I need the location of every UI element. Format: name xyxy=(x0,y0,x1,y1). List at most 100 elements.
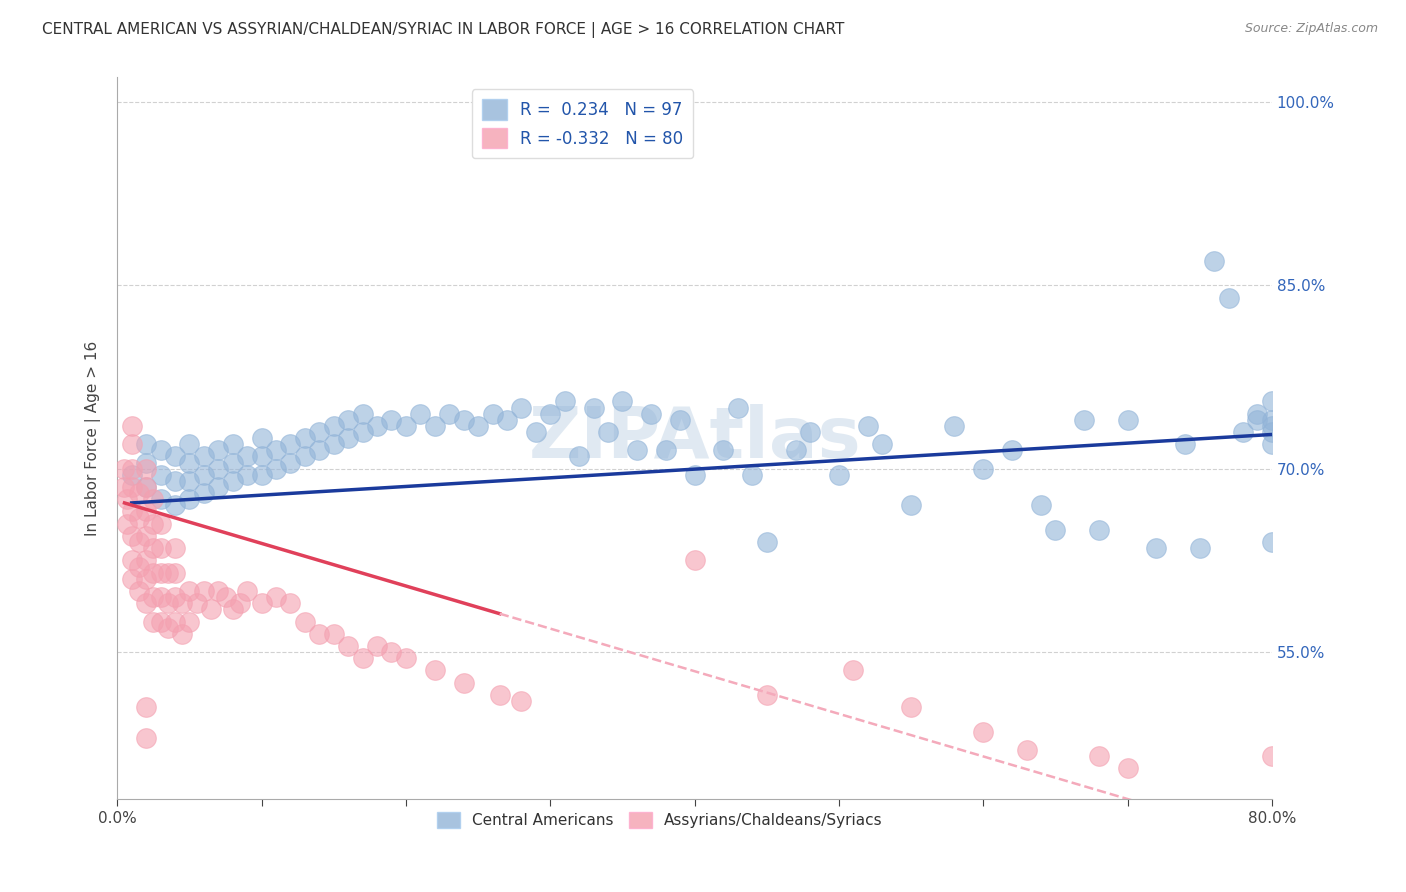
Point xyxy=(1001,443,1024,458)
Point xyxy=(1045,523,1067,537)
Point xyxy=(972,461,994,475)
Point xyxy=(135,437,157,451)
Point xyxy=(179,474,201,488)
Point xyxy=(785,443,807,458)
Point xyxy=(193,486,215,500)
Point xyxy=(163,566,186,580)
Point xyxy=(172,596,194,610)
Point xyxy=(193,467,215,482)
Point xyxy=(163,541,186,556)
Point xyxy=(900,499,922,513)
Point xyxy=(423,418,446,433)
Point xyxy=(510,694,533,708)
Point xyxy=(121,553,143,567)
Point xyxy=(1146,541,1168,556)
Y-axis label: In Labor Force | Age > 16: In Labor Force | Age > 16 xyxy=(86,341,101,536)
Point xyxy=(179,615,201,629)
Point xyxy=(366,418,388,433)
Point xyxy=(142,615,165,629)
Point xyxy=(121,418,143,433)
Point xyxy=(510,401,533,415)
Point xyxy=(366,639,388,653)
Point xyxy=(179,492,201,507)
Point xyxy=(179,456,201,470)
Point xyxy=(135,504,157,518)
Point xyxy=(308,425,330,439)
Point xyxy=(870,437,893,451)
Point xyxy=(207,443,229,458)
Point xyxy=(280,437,302,451)
Point xyxy=(142,516,165,531)
Point xyxy=(149,566,172,580)
Text: Source: ZipAtlas.com: Source: ZipAtlas.com xyxy=(1244,22,1378,36)
Point xyxy=(337,413,360,427)
Point xyxy=(1232,425,1254,439)
Point xyxy=(236,584,259,599)
Point xyxy=(395,418,418,433)
Point xyxy=(117,516,139,531)
Point xyxy=(128,559,150,574)
Point xyxy=(713,443,735,458)
Point xyxy=(1087,749,1109,764)
Point xyxy=(128,486,150,500)
Point xyxy=(135,529,157,543)
Point xyxy=(135,480,157,494)
Point xyxy=(1261,394,1284,409)
Point xyxy=(352,425,374,439)
Point xyxy=(121,572,143,586)
Point xyxy=(121,437,143,451)
Point xyxy=(156,596,179,610)
Point xyxy=(1174,437,1197,451)
Point xyxy=(250,596,273,610)
Point xyxy=(250,450,273,464)
Point xyxy=(163,590,186,604)
Point xyxy=(114,461,136,475)
Point xyxy=(1029,499,1052,513)
Point xyxy=(488,688,510,702)
Point xyxy=(156,566,179,580)
Point xyxy=(207,584,229,599)
Point xyxy=(236,450,259,464)
Point xyxy=(222,437,245,451)
Point xyxy=(250,431,273,445)
Point xyxy=(128,584,150,599)
Point xyxy=(423,664,446,678)
Point xyxy=(582,401,605,415)
Point xyxy=(163,450,186,464)
Point xyxy=(640,407,662,421)
Point xyxy=(149,467,172,482)
Point xyxy=(352,407,374,421)
Point xyxy=(156,621,179,635)
Point xyxy=(727,401,749,415)
Point xyxy=(135,480,157,494)
Point xyxy=(683,467,706,482)
Point xyxy=(828,467,851,482)
Point xyxy=(114,480,136,494)
Point xyxy=(280,596,302,610)
Point xyxy=(1261,437,1284,451)
Point xyxy=(222,602,245,616)
Point xyxy=(163,474,186,488)
Point xyxy=(142,566,165,580)
Point xyxy=(943,418,966,433)
Point xyxy=(337,639,360,653)
Point xyxy=(1015,743,1038,757)
Point xyxy=(481,407,503,421)
Point xyxy=(1116,761,1139,775)
Point xyxy=(193,450,215,464)
Point xyxy=(135,553,157,567)
Point xyxy=(163,615,186,629)
Point xyxy=(596,425,619,439)
Point xyxy=(128,510,150,524)
Point xyxy=(186,596,208,610)
Point xyxy=(1246,413,1268,427)
Point xyxy=(135,731,157,745)
Point xyxy=(280,456,302,470)
Point xyxy=(294,450,316,464)
Point xyxy=(741,467,763,482)
Point xyxy=(308,626,330,640)
Point xyxy=(1204,253,1226,268)
Point xyxy=(250,467,273,482)
Point xyxy=(229,596,252,610)
Point xyxy=(294,431,316,445)
